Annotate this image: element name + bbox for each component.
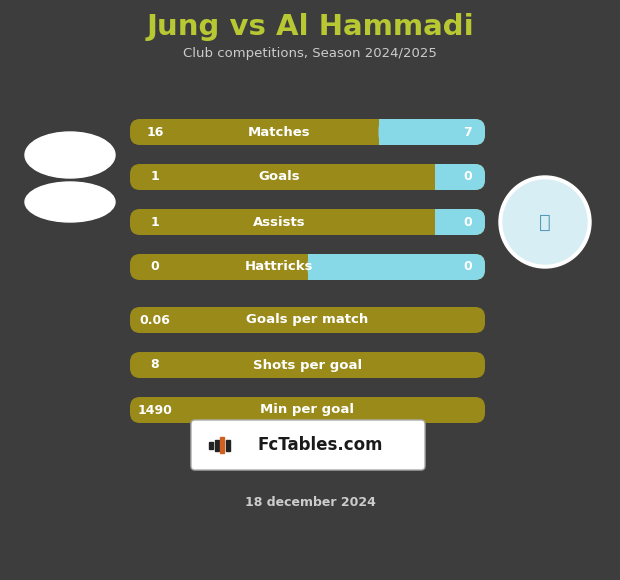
FancyBboxPatch shape (130, 164, 485, 190)
Circle shape (499, 176, 591, 268)
Text: 1: 1 (151, 171, 159, 183)
Text: 0: 0 (464, 216, 472, 229)
Text: Matches: Matches (248, 125, 311, 139)
FancyBboxPatch shape (435, 164, 485, 190)
Text: 16: 16 (146, 125, 164, 139)
Text: 1: 1 (151, 216, 159, 229)
Bar (209, 441, 213, 448)
Text: Club competitions, Season 2024/2025: Club competitions, Season 2024/2025 (183, 46, 437, 60)
FancyBboxPatch shape (378, 119, 391, 145)
FancyBboxPatch shape (378, 119, 485, 145)
FancyBboxPatch shape (130, 209, 485, 235)
Text: Assists: Assists (253, 216, 306, 229)
Text: 18 december 2024: 18 december 2024 (244, 495, 376, 509)
FancyBboxPatch shape (130, 352, 485, 378)
Ellipse shape (25, 182, 115, 222)
Text: ⚽: ⚽ (539, 212, 551, 231)
Text: 0.06: 0.06 (140, 314, 170, 327)
Text: FcTables.com: FcTables.com (257, 436, 383, 454)
Text: Jung vs Al Hammadi: Jung vs Al Hammadi (146, 13, 474, 41)
FancyBboxPatch shape (308, 254, 485, 280)
Bar (226, 440, 229, 451)
Ellipse shape (25, 132, 115, 178)
Circle shape (503, 180, 587, 264)
FancyBboxPatch shape (435, 164, 447, 190)
Text: Shots per goal: Shots per goal (253, 358, 362, 372)
FancyBboxPatch shape (191, 420, 425, 470)
Bar (220, 437, 224, 453)
Text: Goals per match: Goals per match (246, 314, 369, 327)
Text: Goals: Goals (259, 171, 300, 183)
Text: 0: 0 (464, 171, 472, 183)
FancyBboxPatch shape (435, 209, 447, 235)
FancyBboxPatch shape (435, 209, 485, 235)
Text: 0: 0 (464, 260, 472, 274)
Text: 7: 7 (464, 125, 472, 139)
Text: 0: 0 (151, 260, 159, 274)
FancyBboxPatch shape (130, 119, 485, 145)
FancyBboxPatch shape (308, 254, 319, 280)
FancyBboxPatch shape (130, 254, 485, 280)
Text: Hattricks: Hattricks (245, 260, 313, 274)
Text: 1490: 1490 (138, 404, 172, 416)
Text: 8: 8 (151, 358, 159, 372)
Text: Min per goal: Min per goal (260, 404, 355, 416)
Bar (215, 440, 218, 451)
FancyBboxPatch shape (130, 307, 485, 333)
FancyBboxPatch shape (130, 397, 485, 423)
